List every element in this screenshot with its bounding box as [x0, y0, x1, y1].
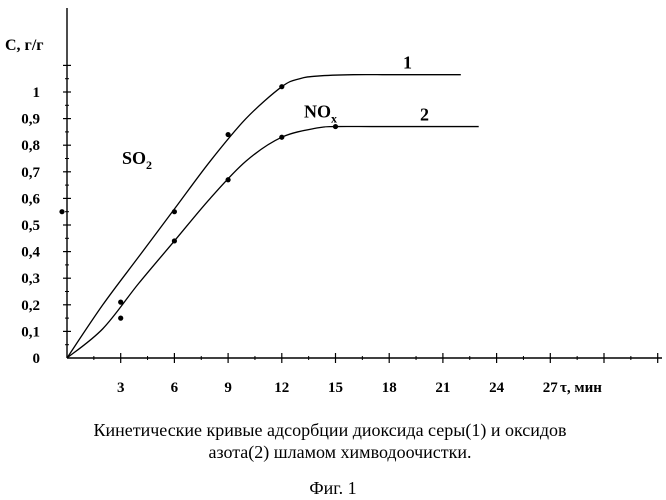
caption-line-1: Кинетические кривые адсорбции диоксида с… [20, 419, 640, 441]
x-tick-label: 15 [328, 380, 343, 396]
series-1-point [172, 209, 177, 214]
tick-labels: 0 0,1 0,2 0,3 0,4 0,5 0,6 0,7 0,8 0,9 1 3 6 9 12 15 18 21… [21, 85, 558, 396]
y-tick-label: 0,4 [21, 245, 40, 261]
x-tick-label: 3 [117, 380, 125, 396]
series-2-point [279, 135, 284, 140]
series-2-number-label: 2 [420, 105, 429, 125]
series-1-gas-label: SO2 [122, 148, 152, 172]
y-tick-label: 0,9 [21, 112, 40, 128]
x-tick-label: 6 [171, 380, 179, 396]
series-2-gas-subscript: x [331, 112, 337, 126]
series-1-curve [67, 75, 461, 358]
series-2-point [226, 177, 231, 182]
y-axis-label: C, г/г [5, 37, 44, 54]
series-1-gas-main: SO [122, 148, 146, 168]
y-tick-label: 0 [33, 351, 41, 367]
stray-point [59, 209, 64, 214]
y-tick-label: 0,7 [21, 165, 40, 181]
x-tick-label: 9 [224, 380, 232, 396]
axes [67, 8, 662, 358]
series-2-gas-main: NO [304, 102, 331, 122]
series-1-point [279, 84, 284, 89]
y-tick-label: 0,3 [21, 271, 40, 287]
series-1-point [226, 132, 231, 137]
axis-ticks [63, 65, 658, 363]
chart: 00,10,20,30,40,50,60,70,80,9136912151821… [0, 0, 666, 410]
x-tick-label: 12 [274, 380, 289, 396]
series-2-point [118, 316, 123, 321]
series-1-point [118, 300, 123, 305]
series-2-gas-label: NOx [304, 102, 337, 126]
y-tick-label: 0,1 [21, 324, 40, 340]
series-1-number-label: 1 [403, 53, 412, 73]
x-tick-label: 27 [543, 380, 559, 396]
caption-line-2: азота(2) шламом химводоочистки. [20, 441, 650, 463]
x-tick-label: 24 [489, 380, 505, 396]
y-tick-label: 0,5 [21, 218, 40, 234]
y-tick-label: 1 [33, 85, 41, 101]
x-tick-label: 21 [435, 380, 450, 396]
x-tick-label: 18 [382, 380, 397, 396]
y-tick-label: 0,2 [21, 298, 40, 314]
series-2-point [172, 238, 177, 243]
curves [67, 75, 479, 358]
series-1-gas-subscript: 2 [146, 158, 152, 172]
data-points [59, 84, 338, 321]
y-tick-label: 0,8 [21, 138, 40, 154]
x-axis-label: τ, мин [560, 380, 602, 396]
y-tick-label: 0,6 [21, 191, 40, 207]
figure-label: Фиг. 1 [0, 477, 666, 499]
